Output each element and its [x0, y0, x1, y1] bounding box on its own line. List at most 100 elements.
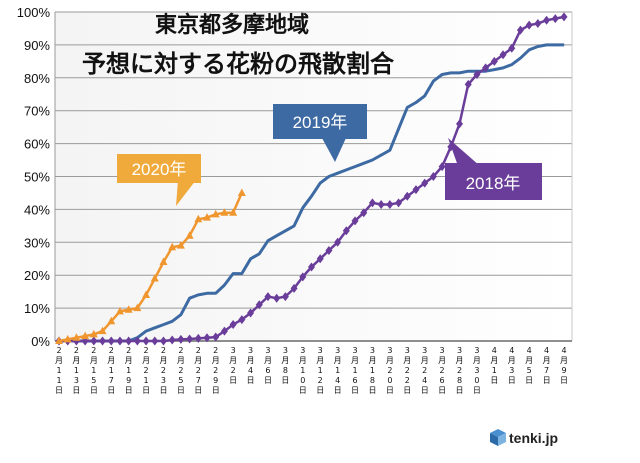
series-point-2019 — [171, 320, 173, 322]
x-tick-char: 9 — [213, 376, 218, 385]
series-point-2019 — [554, 44, 556, 46]
x-tick-char: 月 — [107, 356, 115, 365]
series-point-2020 — [55, 336, 63, 344]
series-point-2018 — [377, 199, 385, 209]
x-tick-char: 1 — [126, 366, 131, 375]
x-tick-char: 4 — [422, 376, 427, 385]
x-tick-char: 7 — [196, 376, 201, 385]
series-point-2018 — [351, 216, 359, 226]
x-tick-char: 5 — [178, 376, 183, 385]
y-tick-label: 0% — [31, 334, 50, 349]
series-point-2019 — [371, 159, 374, 161]
x-tick-char: 1 — [91, 366, 96, 375]
series-point-2018 — [525, 20, 533, 30]
x-tick-char: 2 — [74, 346, 79, 355]
x-tick-char: 月 — [560, 356, 568, 365]
x-tick-char: 2 — [440, 366, 445, 375]
series-point-2019 — [232, 272, 234, 275]
series-point-2018 — [464, 79, 472, 89]
series-point-2018 — [325, 246, 333, 256]
series-point-2018 — [264, 292, 272, 302]
series-point-2018 — [386, 199, 394, 209]
series-point-2020 — [237, 188, 246, 196]
x-tick-char: 日 — [55, 386, 63, 395]
x-tick-char: 1 — [109, 366, 114, 375]
x-tick-char: 月 — [90, 356, 98, 365]
callout-2018: 2018年 — [445, 138, 542, 200]
x-tick-char: 3 — [457, 346, 462, 355]
series-point-2018 — [403, 191, 411, 201]
series-point-2019 — [293, 225, 295, 227]
x-tick-char: 3 — [265, 346, 270, 355]
x-tick-char: 日 — [560, 376, 568, 385]
x-tick-char: 3 — [161, 376, 166, 385]
x-tick-char: 月 — [525, 356, 533, 365]
series-point-2019 — [258, 253, 260, 255]
series-point-2018 — [116, 336, 124, 346]
series-point-2018 — [342, 226, 350, 236]
series-point-2018 — [229, 320, 237, 330]
x-tick-char: 日 — [438, 386, 446, 395]
x-tick-char: 1 — [74, 366, 79, 375]
series-point-2020 — [168, 242, 177, 251]
x-tick-char: 月 — [403, 356, 411, 365]
x-tick-char: 月 — [125, 356, 133, 365]
x-tick-char: 1 — [370, 366, 375, 375]
x-tick-char: 日 — [490, 376, 498, 385]
x-tick-char: 8 — [457, 376, 462, 385]
x-tick-char: 0 — [474, 376, 479, 385]
x-tick-char: 日 — [368, 386, 376, 395]
series-point-2020 — [142, 290, 151, 298]
x-tick-char: 月 — [299, 356, 307, 365]
x-tick-char: 2 — [318, 376, 323, 385]
x-tick-char: 日 — [316, 386, 324, 395]
y-tick-label: 40% — [24, 202, 50, 217]
series-point-2019 — [519, 57, 522, 59]
y-tick-label: 70% — [24, 104, 50, 119]
series-point-2018 — [203, 333, 211, 343]
x-tick-char: 月 — [543, 356, 551, 365]
x-tick-char: 8 — [370, 376, 375, 385]
series-point-2019 — [215, 292, 217, 294]
x-tick-char: 1 — [352, 366, 357, 375]
series-point-2018 — [429, 172, 437, 181]
x-tick-char: 月 — [177, 356, 185, 365]
series-point-2018 — [534, 19, 542, 29]
x-tick-char: 2 — [387, 366, 392, 375]
series-point-2020 — [211, 209, 220, 218]
series-point-2019 — [180, 314, 182, 316]
series-point-2019 — [432, 80, 434, 82]
series-point-2018 — [212, 332, 220, 342]
x-tick-char: 1 — [492, 366, 497, 375]
x-tick-char: 3 — [248, 346, 253, 355]
series-point-2019 — [328, 175, 330, 178]
series-point-2019 — [354, 166, 356, 168]
x-tick-char: 2 — [109, 346, 114, 355]
series-point-2018 — [186, 334, 194, 344]
series-point-2019 — [450, 72, 452, 74]
series-point-2020 — [107, 316, 116, 325]
x-tick-char: 5 — [91, 376, 96, 385]
series-point-2018 — [151, 336, 159, 346]
x-tick-char: 月 — [421, 356, 429, 365]
y-tick-label: 30% — [24, 235, 50, 250]
x-tick-char: 月 — [142, 356, 150, 365]
tenki-logo: tenki.jp — [490, 429, 558, 446]
x-tick-char: 日 — [456, 386, 464, 395]
series-point-2019 — [241, 272, 243, 275]
x-tick-char: 1 — [300, 366, 305, 375]
series-point-2019 — [145, 330, 147, 332]
x-tick-char: 4 — [527, 346, 532, 355]
x-tick-char: 月 — [159, 356, 167, 365]
x-tick-char: 月 — [490, 356, 498, 365]
x-tick-char: 月 — [247, 356, 255, 365]
x-tick-char: 1 — [318, 366, 323, 375]
series-point-2019 — [545, 44, 548, 46]
